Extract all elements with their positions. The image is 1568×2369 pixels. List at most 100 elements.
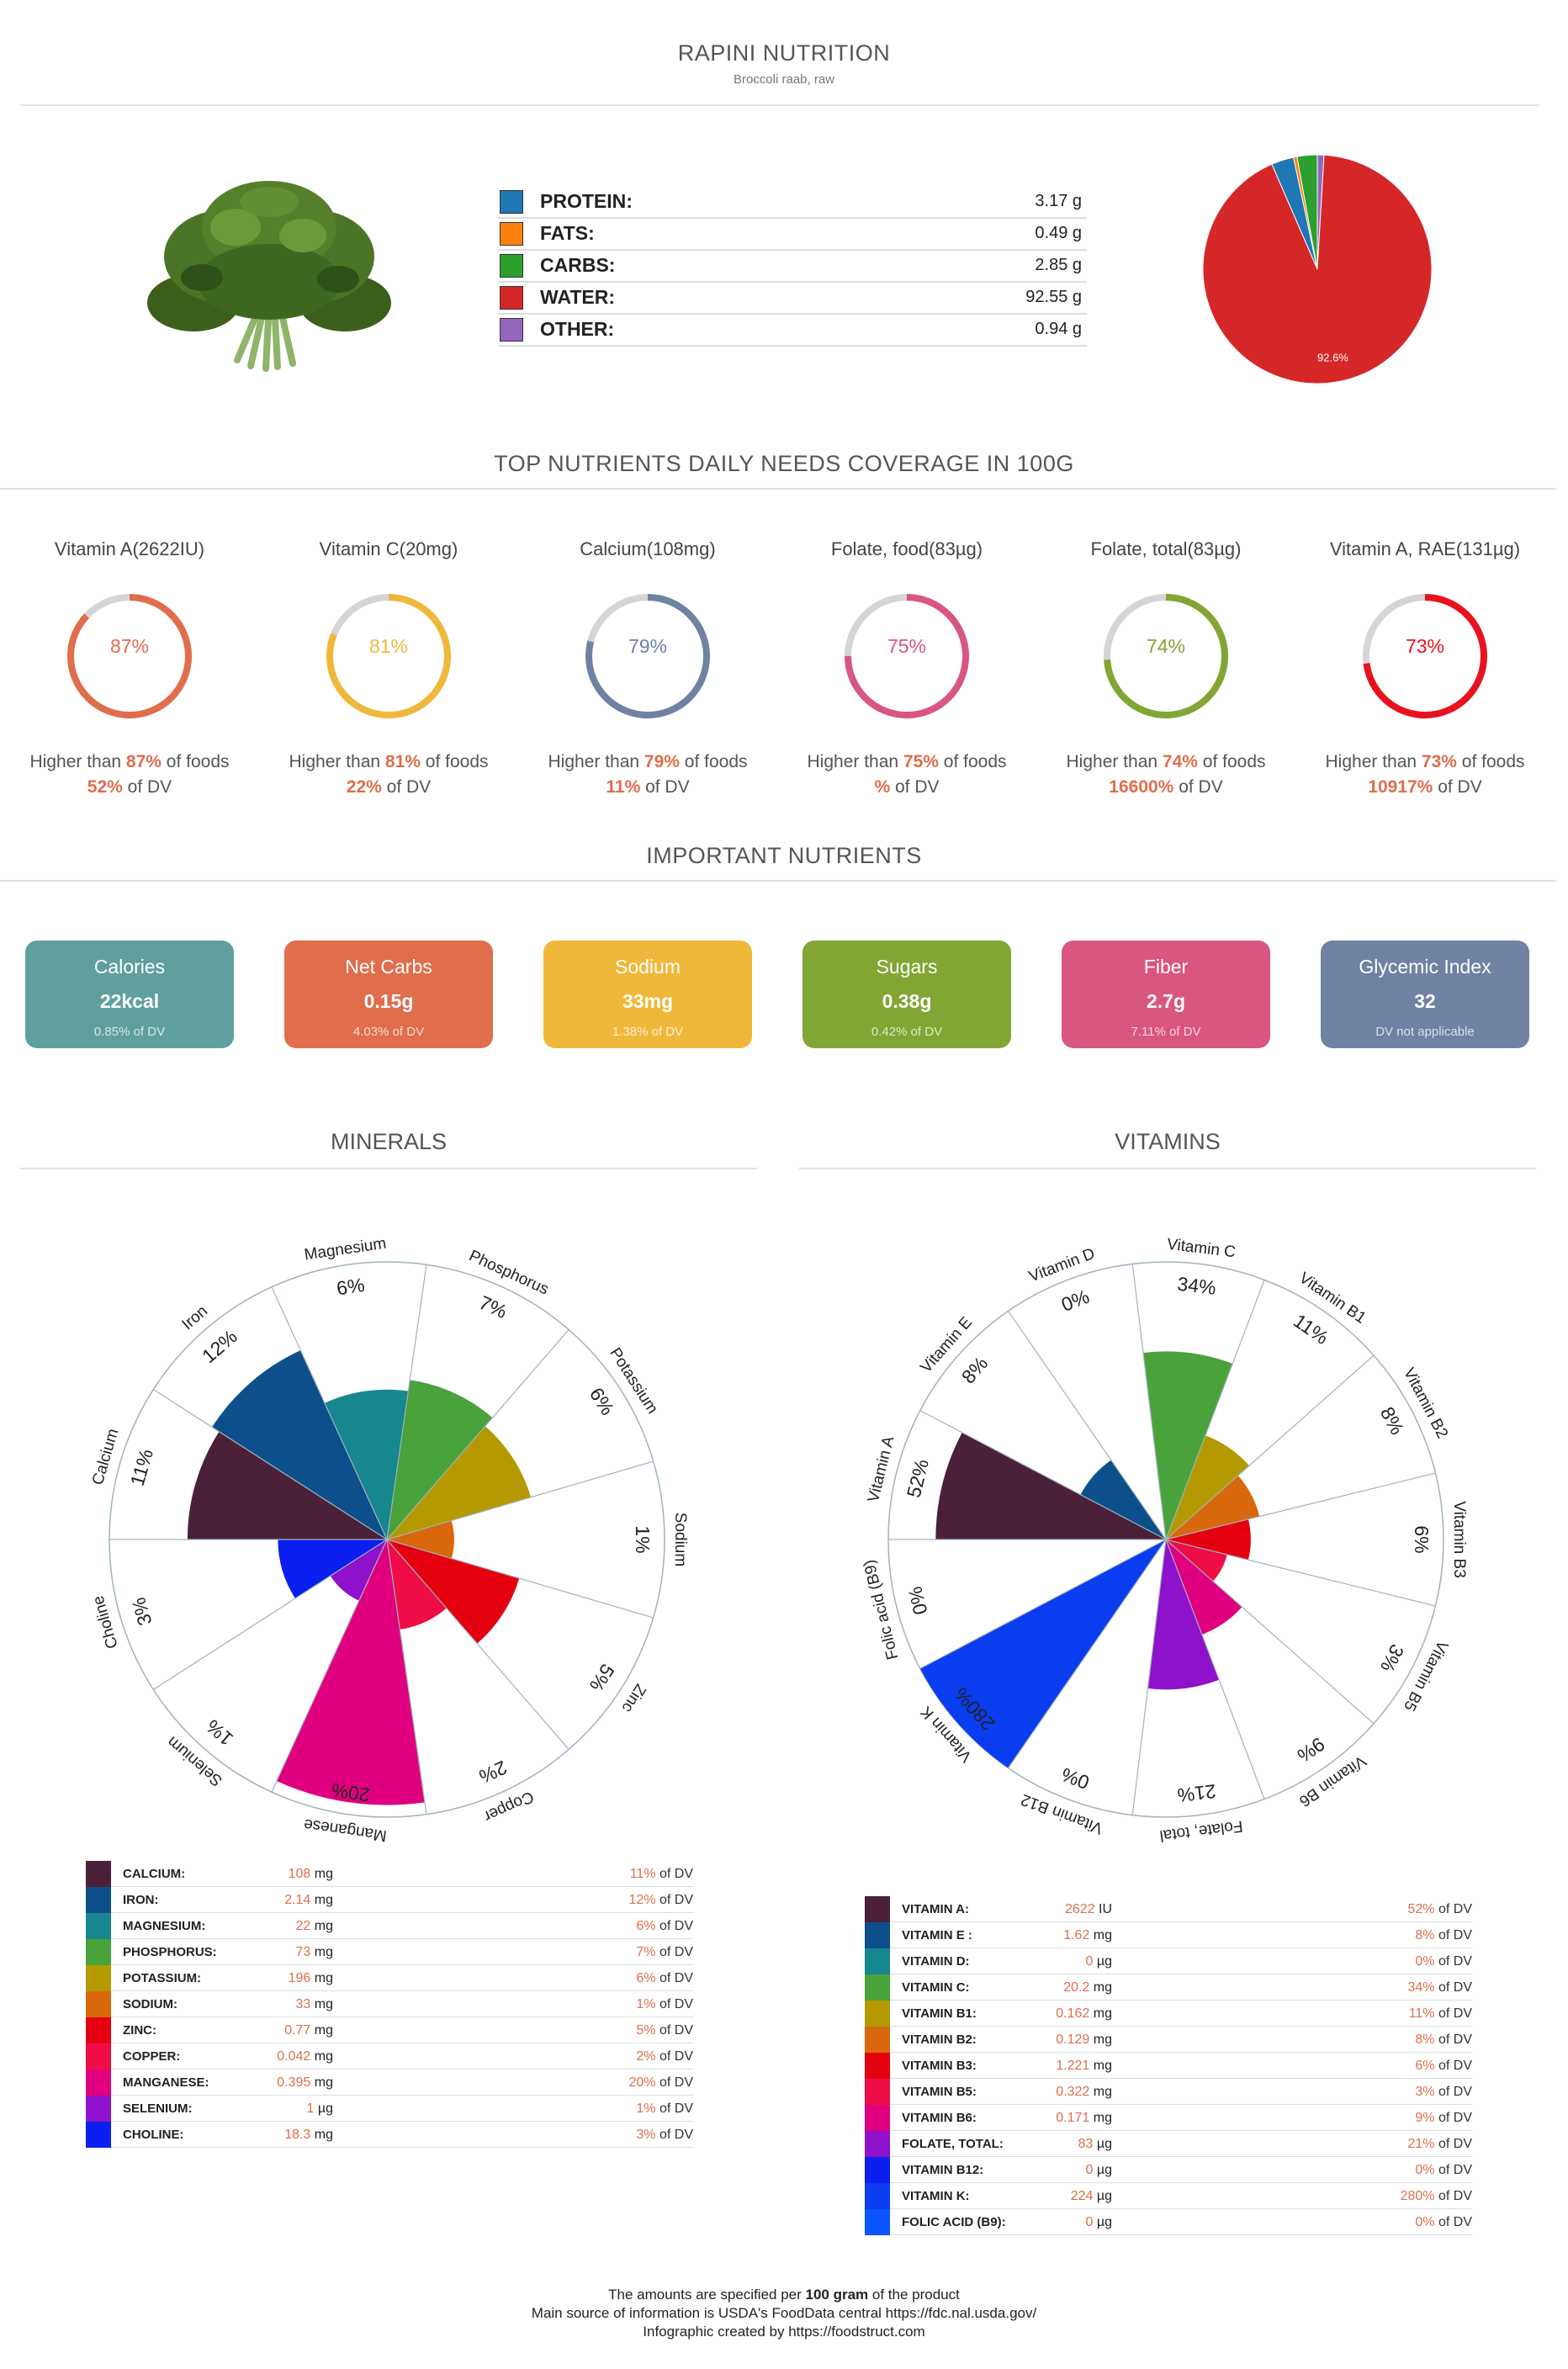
table-swatch xyxy=(86,1913,111,1939)
table-swatch xyxy=(86,2096,111,2122)
table-swatch xyxy=(865,2183,890,2209)
amount-unit: mg xyxy=(310,2023,333,2038)
table-swatch xyxy=(86,2043,111,2070)
dv-number: 3% xyxy=(636,2128,656,2142)
dv-number: 7% xyxy=(636,1945,656,1959)
table-row: VITAMIN K: 224 µg 280% of DV xyxy=(865,2183,1472,2209)
table-swatch xyxy=(86,1965,111,1991)
higher-percent: 79% xyxy=(644,752,680,771)
table-row: VITAMIN B5: 0.322 mg 3% of DV xyxy=(865,2079,1472,2105)
table-row: FOLIC ACID (B9): 0 µg 0% of DV xyxy=(865,2209,1472,2235)
dv-number: 0% xyxy=(1415,2163,1435,2177)
minerals-bar-7 xyxy=(387,1540,447,1630)
higher-prefix: Higher than xyxy=(548,752,644,771)
amount-unit: mg xyxy=(1089,2059,1112,2073)
amount-number: 1.221 xyxy=(1056,2059,1090,2073)
dv-suffix: of DV xyxy=(1434,2137,1472,2151)
amount-unit: µg xyxy=(1093,2163,1112,2177)
nutrient-dv: 11% of DV xyxy=(630,1867,693,1882)
table-row: VITAMIN C: 20.2 mg 34% of DV xyxy=(865,1974,1472,2001)
minerals-value-label: 12% xyxy=(198,1325,241,1367)
macro-swatch xyxy=(500,286,523,310)
amount-number: 0.395 xyxy=(277,2075,311,2090)
dv-suffix: of DV xyxy=(655,1971,693,1985)
minerals-bar-8 xyxy=(276,1540,425,1805)
vitamins-value-label: 0% xyxy=(1058,1285,1092,1316)
amount-number: 33 xyxy=(295,1997,311,2011)
table-row: VITAMIN A: 2622 IU 52% of DV xyxy=(865,1896,1472,1922)
nutrient-amount: 0.395 mg xyxy=(277,2075,333,2091)
dv-number: 6% xyxy=(1415,2059,1435,2073)
vitamins-bar-1 xyxy=(1080,1460,1166,1540)
table-swatch xyxy=(865,1922,890,1948)
table-swatch xyxy=(865,1896,890,1922)
table-swatch xyxy=(865,2053,890,2079)
higher-percent: 74% xyxy=(1162,752,1198,771)
nutrient-dv: 1% of DV xyxy=(636,2101,693,2117)
card-label: Glycemic Index xyxy=(1359,956,1491,978)
macro-row: PROTEIN: 3.17 g xyxy=(498,187,1087,219)
dv-suffix: of DV xyxy=(1434,2163,1472,2177)
coverage-dv-text: 22% of DV xyxy=(262,777,515,798)
macro-value: 0.49 g xyxy=(1035,224,1082,242)
coverage-name: Vitamin A, RAE(131µg) xyxy=(1329,538,1521,559)
coverage-name: Folate, food(83µg) xyxy=(830,538,983,559)
nutrient-dv: 2% of DV xyxy=(636,2049,693,2064)
amount-unit: mg xyxy=(310,2075,333,2090)
amount-unit: µg xyxy=(1093,2215,1112,2229)
dv-suffix: of DV xyxy=(1434,1902,1472,1916)
nutrient-name: SELENIUM: xyxy=(123,2101,193,2116)
rapini-leaves xyxy=(147,181,391,331)
higher-suffix: of foods xyxy=(420,752,489,771)
table-row: SODIUM: 33 mg 1% of DV xyxy=(86,1991,693,2017)
minerals-value-label: 2% xyxy=(476,1757,511,1788)
coverage-dv-text: 16600% of DV xyxy=(1040,777,1292,798)
nutrient-amount: 0 µg xyxy=(1086,2163,1112,2178)
card-label: Net Carbs xyxy=(345,956,432,978)
coverage-item: Calcium(108mg) 79% Higher than 79% of food… xyxy=(522,538,774,798)
coverage-name: Folate, total(83µg) xyxy=(1090,538,1242,559)
ring-progress xyxy=(326,594,451,718)
card-value: 22kcal xyxy=(99,990,160,1012)
nutrient-name: VITAMIN K: xyxy=(902,2189,970,2203)
amount-number: 0 xyxy=(1085,2215,1094,2229)
nutrient-name: ZINC: xyxy=(123,2023,156,2038)
table-row: MAGNESIUM: 22 mg 6% of DV xyxy=(86,1913,693,1939)
amount-unit: mg xyxy=(310,1971,333,1985)
dv-suffix: of DV xyxy=(1434,1980,1472,1995)
card-value: 0.38g xyxy=(882,990,932,1012)
amount-number: 224 xyxy=(1070,2189,1094,2203)
coverage-higher-text: Higher than 87% of foods xyxy=(3,752,256,772)
nutrient-amount: 1.221 mg xyxy=(1056,2059,1112,2074)
rapini-stems xyxy=(234,299,296,372)
dv-percent: 10917% xyxy=(1368,777,1433,797)
amount-number: 18.3 xyxy=(284,2128,311,2142)
nutrient-dv: 21% of DV xyxy=(1408,2137,1473,2152)
vitamins-value-label: 0% xyxy=(903,1584,931,1617)
table-row: CALCIUM: 108 mg 11% of DV xyxy=(86,1861,693,1887)
amount-unit: IU xyxy=(1094,1902,1112,1916)
nutrient-name: VITAMIN B2: xyxy=(902,2032,977,2047)
nutrient-amount: 2622 IU xyxy=(1065,1902,1112,1917)
dv-percent: 52% xyxy=(87,777,123,797)
amount-number: 0.162 xyxy=(1056,2006,1090,2021)
dv-suffix: of DV xyxy=(1434,2006,1472,2021)
table-row: SELENIUM: 1 µg 1% of DV xyxy=(86,2096,693,2122)
ring-progress xyxy=(1363,594,1487,718)
vitamins-value-label: 11% xyxy=(1290,1310,1332,1349)
higher-prefix: Higher than xyxy=(807,752,903,771)
nutrient-dv: 0% of DV xyxy=(1415,1954,1472,1969)
vitamins-spoke xyxy=(1131,1264,1167,1540)
macro-pie-chart: 92.6% xyxy=(1202,154,1433,384)
coverage-percent: 75% xyxy=(887,635,927,657)
vitamins-category-label: Folate, total xyxy=(1158,1817,1243,1845)
minerals-category-label: Manganese xyxy=(303,1815,388,1844)
nutrient-amount: 0.129 mg xyxy=(1056,2032,1112,2048)
nutrient-amount: 73 mg xyxy=(296,1945,333,1960)
ring-progress xyxy=(845,594,969,718)
coverage-percent: 81% xyxy=(368,635,409,657)
minerals-value-label: 1% xyxy=(632,1525,654,1553)
coverage-ring: 73% xyxy=(1358,589,1492,723)
amount-number: 73 xyxy=(295,1945,311,1959)
nutrient-amount: 224 µg xyxy=(1071,2189,1112,2204)
